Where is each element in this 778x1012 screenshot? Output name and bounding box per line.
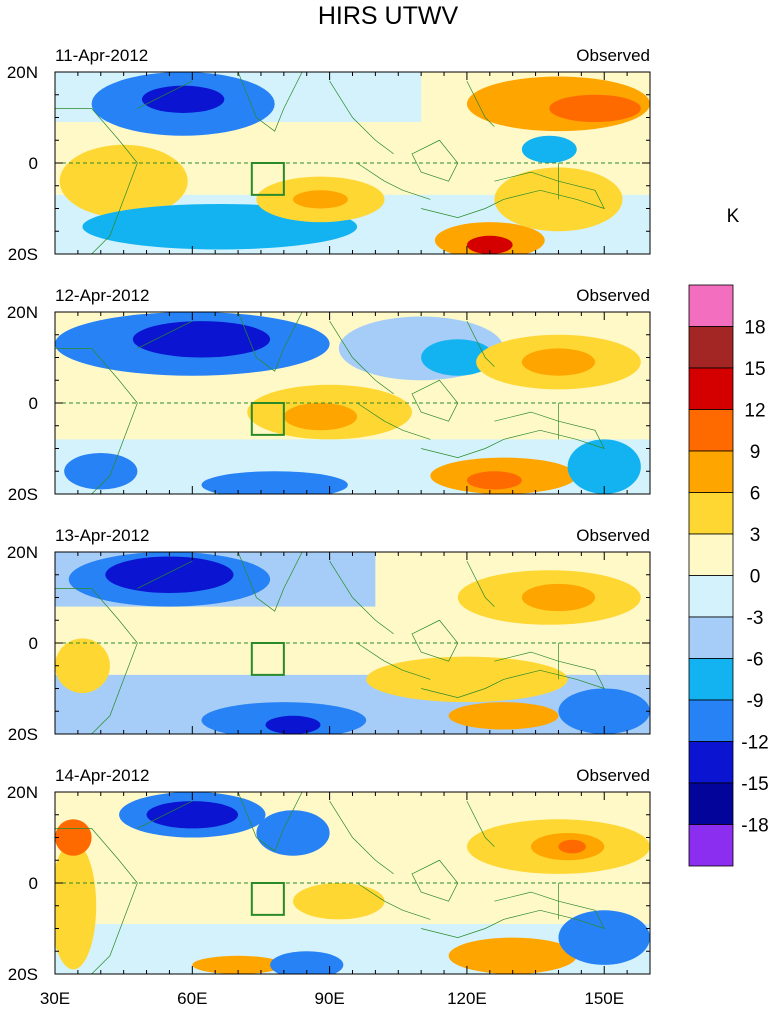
lat-label: 0 <box>29 634 38 653</box>
colorbar-swatch <box>688 450 734 493</box>
panel-date: 11-Apr-2012 <box>55 46 148 65</box>
colorbar-swatch <box>688 699 734 742</box>
lat-label: 20S <box>8 485 38 504</box>
colorbar-swatch <box>688 492 734 535</box>
colorbar-label: 12 <box>744 401 765 422</box>
colorbar-label: -6 <box>747 650 764 671</box>
map-panel-3: 13-Apr-2012 Observed <box>54 526 651 735</box>
panel-label: Observed <box>576 46 650 65</box>
colorbar-label: -18 <box>741 816 768 837</box>
colorbar-swatch <box>688 326 734 369</box>
colorbar-label: -12 <box>741 733 768 754</box>
panel-label: Observed <box>576 286 650 305</box>
lon-label: 120E <box>447 989 487 1008</box>
map-panel-1: 11-Apr-2012 Observed <box>54 46 651 255</box>
panel-label: Observed <box>576 766 650 785</box>
lat-label: 20S <box>8 725 38 744</box>
colorbar-label: 18 <box>744 318 765 339</box>
lat-label: 0 <box>29 154 38 173</box>
lat-label: 20S <box>8 245 38 264</box>
panel-label: Observed <box>576 526 650 545</box>
colorbar-swatch <box>688 575 734 618</box>
colorbar-swatch <box>688 782 734 825</box>
panel-map <box>55 552 650 734</box>
colorbar-unit: K <box>727 206 740 227</box>
lat-label: 0 <box>29 394 38 413</box>
figure-title: HIRS UTWV <box>318 2 459 30</box>
colorbar-label: 6 <box>750 484 761 505</box>
colorbar-swatch <box>688 741 734 784</box>
lat-label: 20N <box>7 783 38 802</box>
colorbar-label: -15 <box>741 774 768 795</box>
lat-label: 0 <box>29 874 38 893</box>
panel-map <box>55 312 650 494</box>
colorbar-swatch <box>688 658 734 701</box>
map-panel-2: 12-Apr-2012 Observed <box>54 286 651 495</box>
lat-label: 20N <box>7 543 38 562</box>
lat-label: 20S <box>8 965 38 984</box>
colorbar-label: 0 <box>750 567 761 588</box>
panel-map <box>55 792 650 974</box>
colorbar-swatch <box>688 409 734 452</box>
colorbar-label: -9 <box>747 691 764 712</box>
colorbar-swatch <box>688 824 734 867</box>
colorbar-swatch <box>688 533 734 576</box>
colorbar-label: 15 <box>744 359 765 380</box>
colorbar: 18 15 12 9 6 3 0 -3 -6 -9 -12 -15 -18 <box>688 284 769 867</box>
colorbar-label: -3 <box>747 608 764 629</box>
lon-label: 90E <box>314 989 344 1008</box>
lon-label: 150E <box>584 989 624 1008</box>
panel-date: 14-Apr-2012 <box>55 766 150 785</box>
colorbar-label: 3 <box>750 525 761 546</box>
lat-label: 20N <box>7 303 38 322</box>
colorbar-swatch <box>688 284 734 327</box>
colorbar-swatch <box>688 367 734 410</box>
panel-date: 12-Apr-2012 <box>55 286 150 305</box>
colorbar-label: 9 <box>750 442 761 463</box>
panel-date: 13-Apr-2012 <box>55 526 150 545</box>
map-panel-4: 14-Apr-2012 Observed <box>54 766 651 975</box>
lat-label: 20N <box>7 63 38 82</box>
lon-label: 30E <box>40 989 70 1008</box>
panel-map <box>55 72 650 254</box>
lon-label: 60E <box>177 989 207 1008</box>
colorbar-swatch <box>688 616 734 659</box>
